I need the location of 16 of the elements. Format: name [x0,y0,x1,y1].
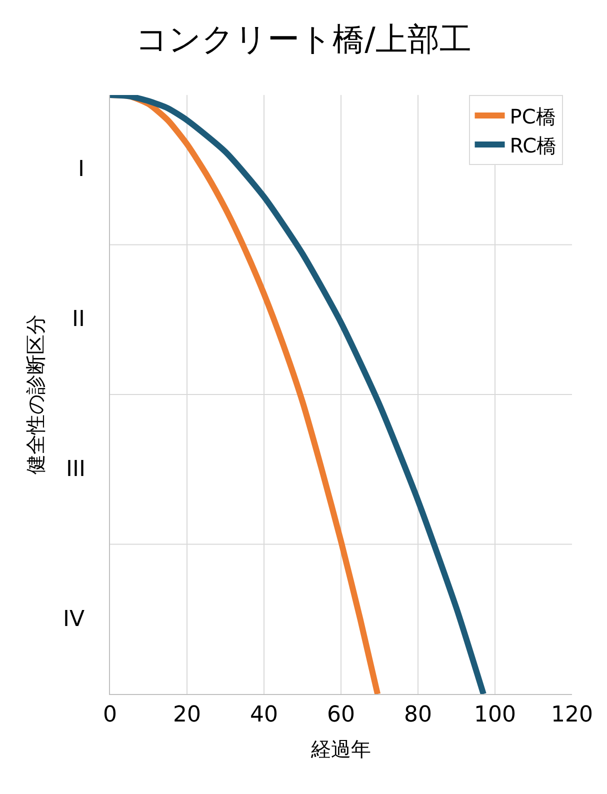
legend-label: PC橋 [510,104,556,128]
x-tick-label: 60 [327,702,355,728]
x-axis-title: 経過年 [310,736,371,761]
x-tick-label: 100 [474,702,516,728]
text: I [78,157,84,182]
text: IV [63,607,85,632]
x-tick-label: 40 [250,702,278,728]
y-axis-title: 健全性の診断区分 [24,314,48,474]
chart-title: コンクリート橋/上部工 [136,20,472,58]
legend-label: RC橋 [510,133,557,158]
x-tick-label: 120 [551,702,593,728]
x-tick-label: 80 [404,702,432,728]
x-tick-label: 20 [173,702,201,728]
text: II [72,307,85,332]
text: III [66,457,86,482]
x-tick-label: 0 [103,702,117,728]
